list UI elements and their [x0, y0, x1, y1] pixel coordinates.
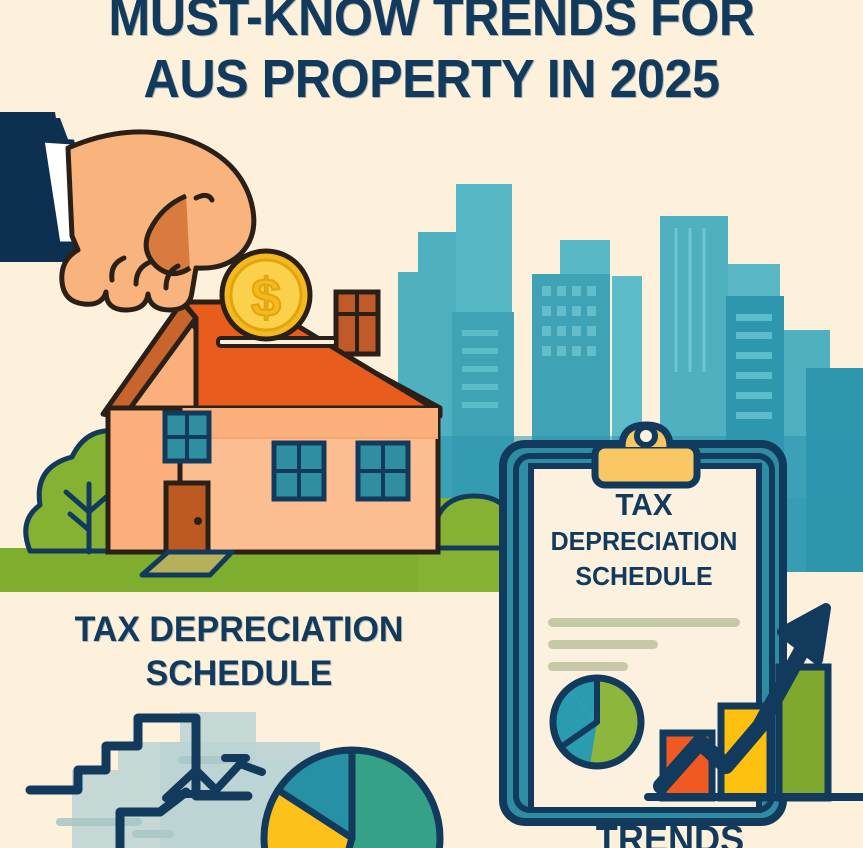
- window-icon: [271, 440, 327, 502]
- window-icon: [355, 440, 411, 502]
- upward-trend-arrow-icon: [653, 603, 831, 794]
- hand-dropping-coin-icon: [0, 112, 257, 313]
- pie-chart-icon: [549, 674, 645, 770]
- dollar-coin-icon: $: [219, 248, 313, 342]
- chimney-icon: [333, 289, 381, 357]
- coin-dollar-glyph: $: [251, 268, 281, 328]
- window-icon: [162, 410, 212, 464]
- clipboard-clip-icon: [591, 421, 701, 489]
- step-line-series: [25, 713, 253, 801]
- bar-3: [775, 663, 832, 802]
- house-icon: [100, 289, 443, 578]
- door-icon: [163, 480, 211, 555]
- pie-chart-icon: [260, 746, 444, 848]
- clipboard-ruled-lines: [548, 618, 740, 671]
